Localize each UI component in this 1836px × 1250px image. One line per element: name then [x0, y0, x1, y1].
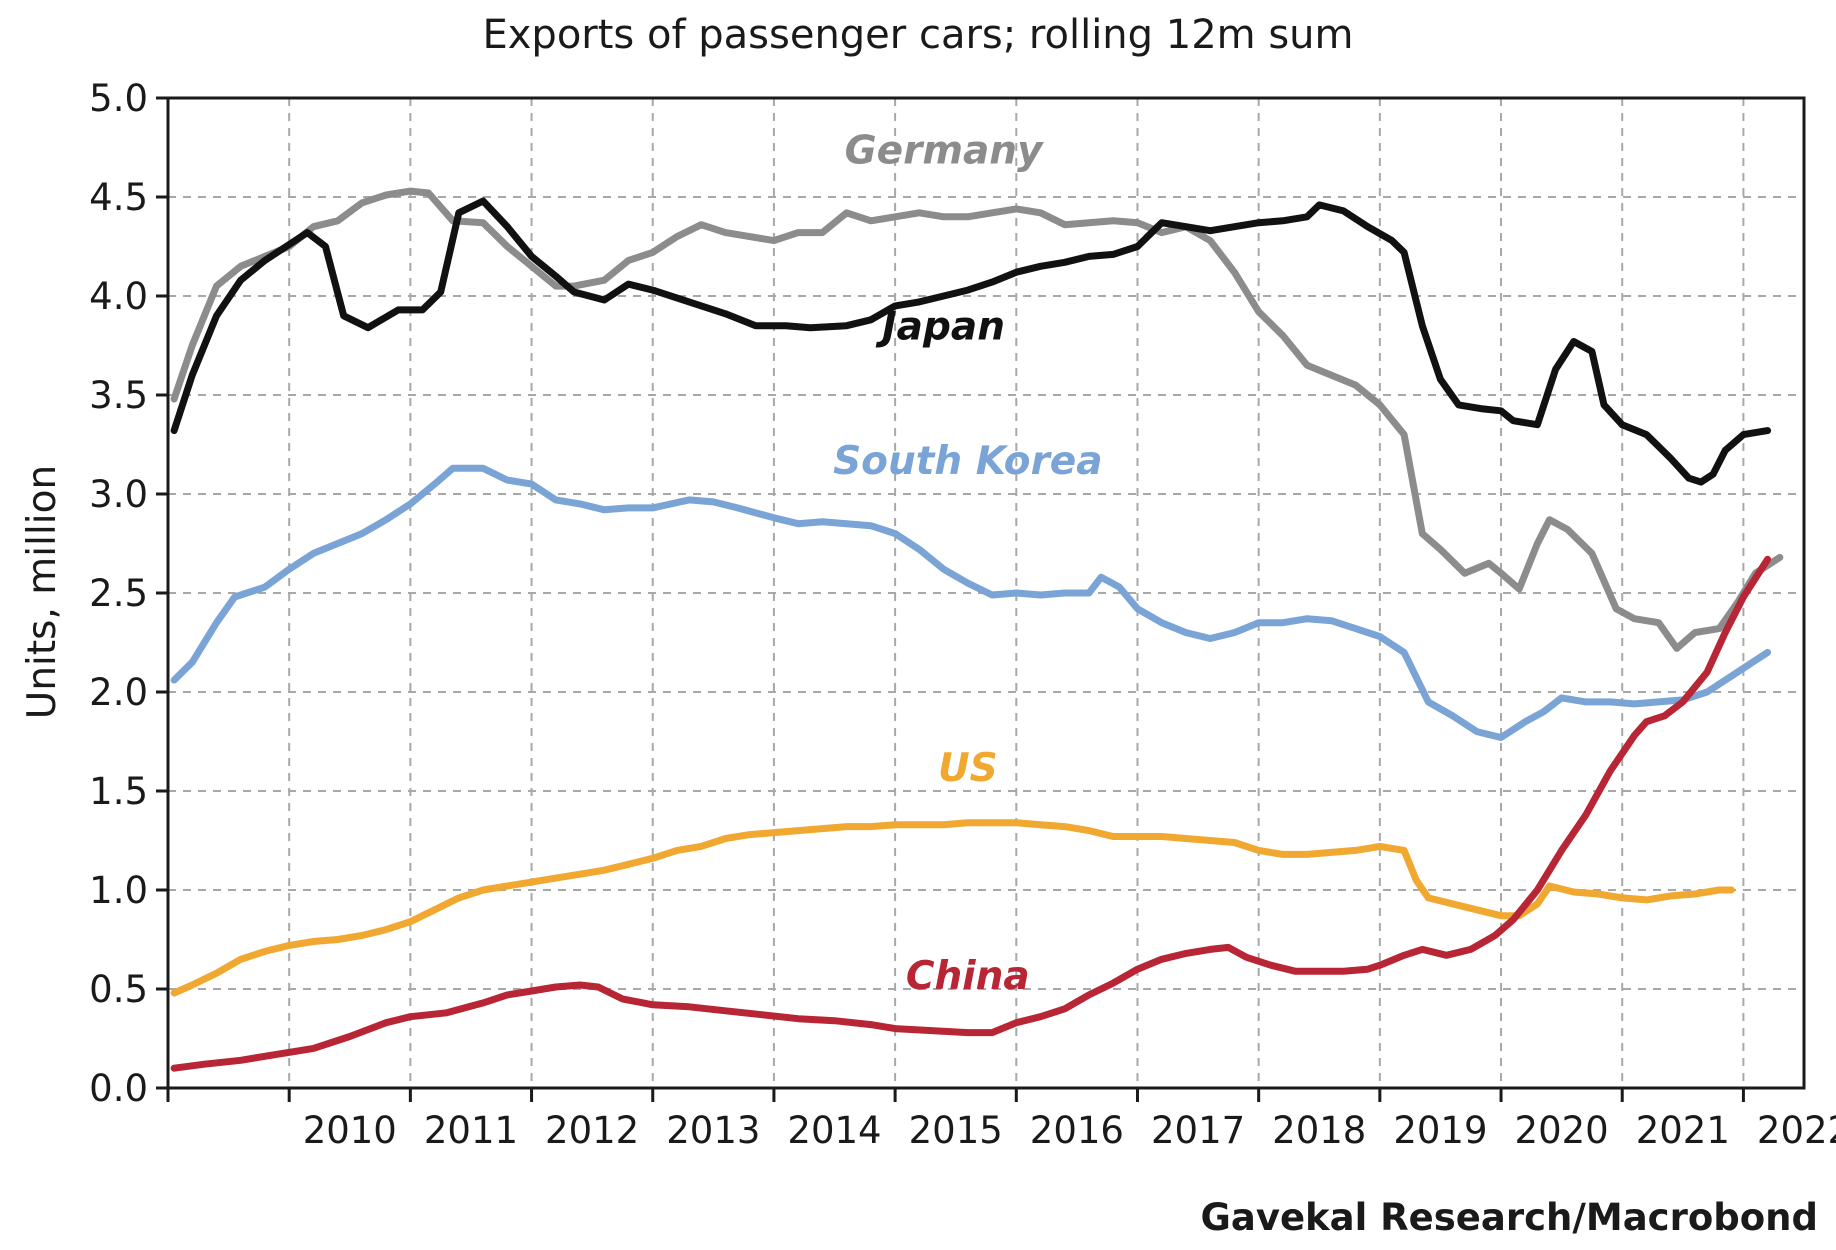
x-tick-label: 2010	[303, 1109, 397, 1152]
x-tick-label: 2013	[666, 1109, 760, 1152]
x-tick-label: 2014	[787, 1109, 881, 1152]
x-tick-label: 2011	[424, 1109, 518, 1152]
series-label-us: US	[938, 746, 998, 791]
y-axis-label: Units, million	[20, 465, 65, 719]
series-line-japan	[170, 197, 1772, 486]
series-line-us	[170, 819, 1735, 997]
y-tick-label: 2.0	[89, 671, 148, 714]
y-tick-label: 4.0	[89, 275, 148, 318]
y-tick-label: 0.5	[89, 968, 148, 1011]
series-label-germany: Germany	[845, 128, 1044, 173]
x-axis: 2010 2011 2012 2013 2014 2015 2016 2017 2018 2019…	[166, 1088, 1836, 1152]
x-tick-label: 2021	[1636, 1109, 1730, 1152]
series-line-germany	[170, 187, 1784, 652]
x-tick-label: 2019	[1393, 1109, 1487, 1152]
y-tick-label: 0.0	[89, 1067, 148, 1110]
series-line-south-korea	[170, 464, 1772, 741]
series-labels: Germany Japan South Korea US China	[833, 128, 1103, 999]
series-label-south-korea: South Korea	[833, 439, 1103, 484]
series-lines	[170, 187, 1784, 1072]
source-label: Gavekal Research/Macrobond	[1200, 1196, 1818, 1239]
y-tick-label: 3.0	[89, 473, 148, 516]
x-tick-label: 2015	[909, 1109, 1003, 1152]
x-tick-label: 2016	[1030, 1109, 1124, 1152]
y-tick-label: 1.0	[89, 869, 148, 912]
y-tick-label: 2.5	[89, 572, 148, 615]
chart-title: Exports of passenger cars; rolling 12m s…	[482, 12, 1353, 58]
y-tick-label: 4.5	[89, 176, 148, 219]
x-tick-label: 2012	[545, 1109, 639, 1152]
series-label-china: China	[906, 954, 1030, 999]
series-line-china	[170, 555, 1772, 1072]
y-tick-label: 3.5	[89, 374, 148, 417]
y-tick-label: 1.5	[89, 770, 148, 813]
x-tick-label: 2018	[1272, 1109, 1366, 1152]
y-tick-label: 5.0	[89, 77, 148, 120]
x-tick-label: 2017	[1151, 1109, 1245, 1152]
x-tick-label: 2020	[1515, 1109, 1609, 1152]
y-axis: 0.0 0.5 1.0 1.5 2.0 2.5 3.0 3.5 4.0 4.5 5.0	[89, 77, 168, 1110]
series-label-japan: Japan	[875, 305, 1005, 350]
x-tick-label: 2022	[1757, 1109, 1836, 1152]
